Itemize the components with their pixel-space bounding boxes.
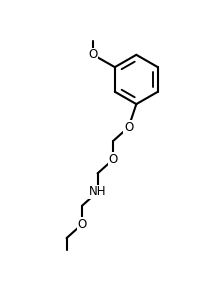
Text: O: O <box>78 218 87 231</box>
Text: O: O <box>89 48 98 61</box>
Text: O: O <box>124 121 133 134</box>
Text: O: O <box>109 153 118 166</box>
Text: NH: NH <box>89 185 106 198</box>
